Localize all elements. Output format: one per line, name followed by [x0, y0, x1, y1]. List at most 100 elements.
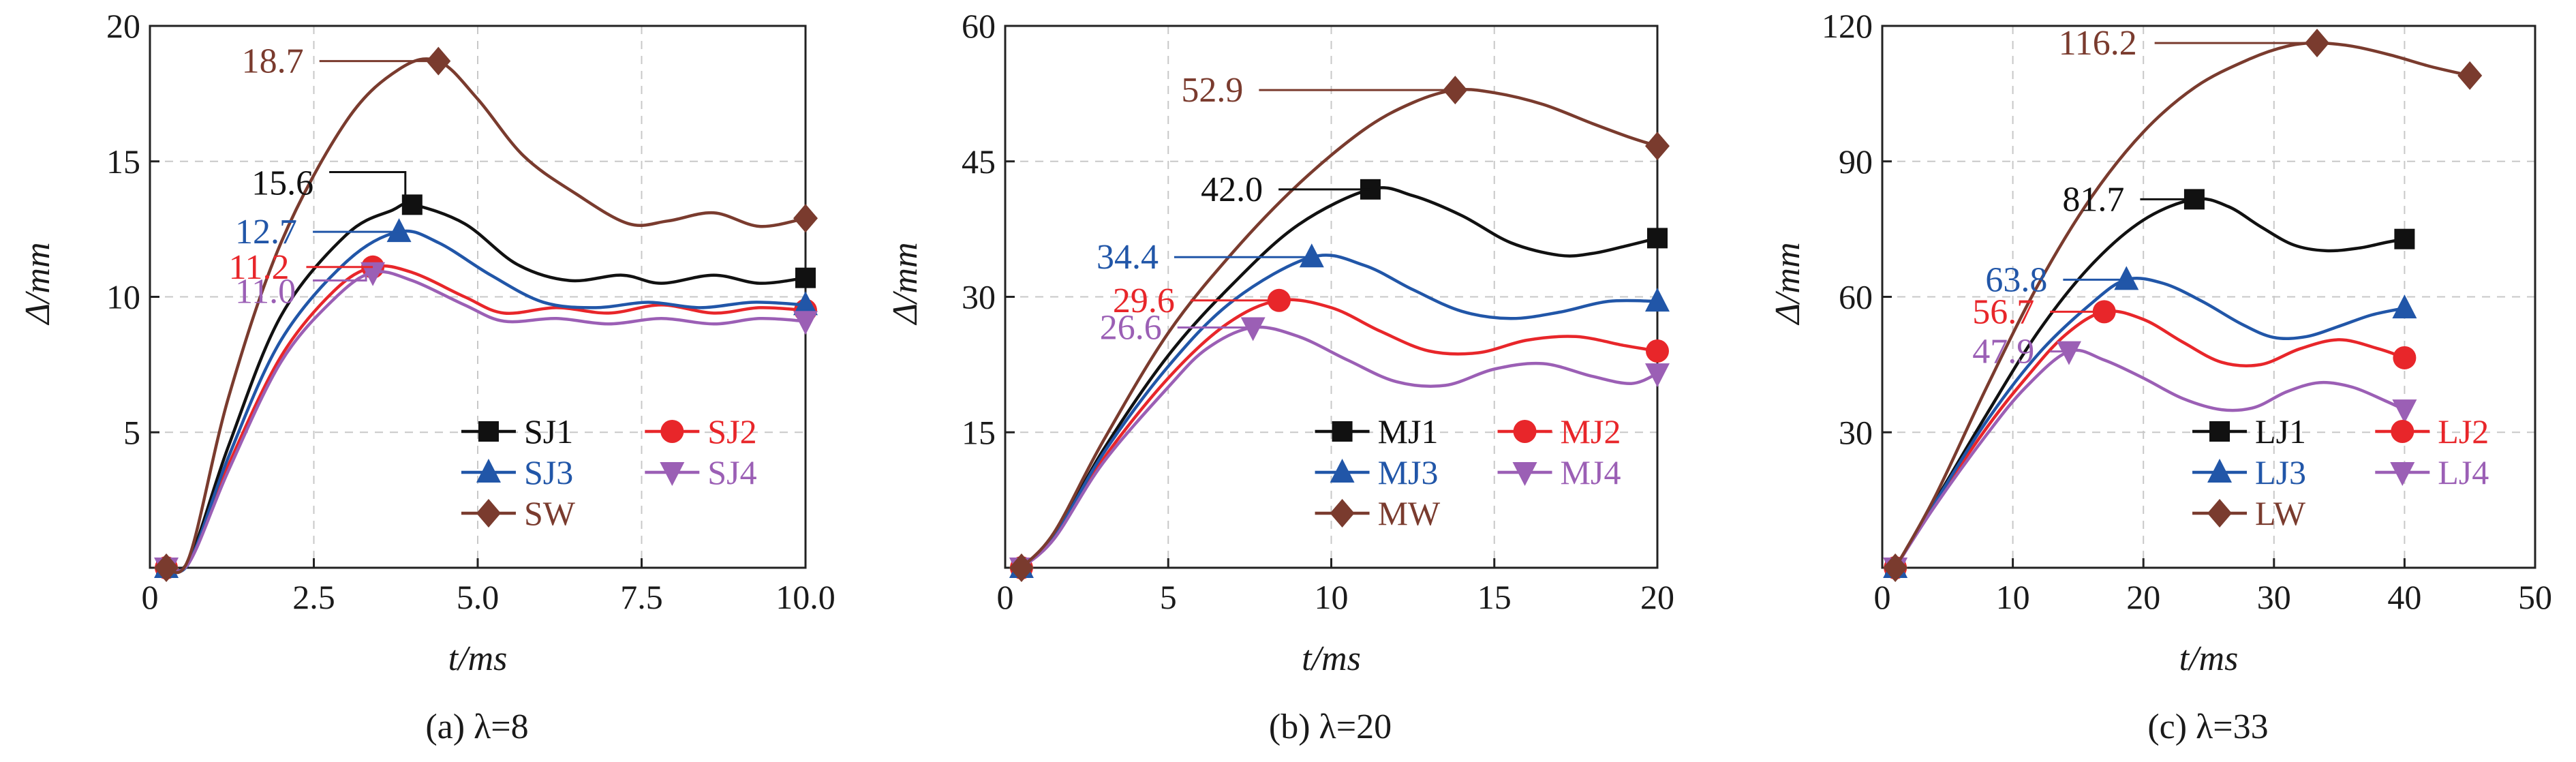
peak-label-MJ1: 42.0	[1201, 170, 1263, 209]
x-axis-label: t/ms	[2179, 639, 2239, 678]
legend-label-LJ3: LJ3	[2255, 453, 2306, 491]
data-point-SJ3	[386, 218, 412, 243]
peak-label-MW: 52.9	[1181, 71, 1243, 110]
legend-marker-SW	[476, 499, 501, 528]
y-tick-label: 120	[1822, 7, 1873, 45]
legend-marker-LJ3	[2207, 459, 2233, 483]
annotation-leader-SJ1	[329, 171, 407, 205]
panel-caption: (a) λ=8	[425, 707, 528, 746]
y-tick-label: 15	[962, 413, 996, 451]
x-tick-label: 0	[142, 578, 159, 616]
legend-label-MJ2: MJ2	[1561, 412, 1621, 451]
legend-marker-SJ4	[660, 462, 685, 486]
legend: MJ1 MJ2 MJ3 MJ4 MW	[1315, 412, 1621, 532]
legend-marker-MJ1	[1332, 421, 1353, 442]
series-line-SJ3	[166, 229, 806, 574]
legend-marker-MJ4	[1512, 462, 1537, 486]
peak-label-LJ1: 81.7	[2062, 180, 2124, 219]
data-point-LJ4	[2056, 341, 2081, 365]
peak-label-MJ4: 26.6	[1100, 309, 1162, 348]
legend-marker-LJ2	[2391, 420, 2414, 443]
data-point-MJ3	[1645, 288, 1670, 312]
legend-marker-MJ2	[1513, 420, 1537, 443]
y-tick-label: 5	[123, 413, 140, 451]
legend-marker-MW	[1330, 499, 1355, 528]
y-tick-label: 30	[962, 278, 996, 316]
data-point-LW	[2457, 61, 2483, 90]
legend-label-MJ1: MJ1	[1378, 412, 1439, 451]
x-axis-label: t/ms	[1302, 639, 1361, 678]
panel-caption: (c) λ=33	[2147, 707, 2268, 746]
legend-label-MJ4: MJ4	[1561, 453, 1621, 491]
legend-label-SJ2: SJ2	[707, 412, 756, 451]
data-point-SJ1	[795, 267, 816, 288]
legend-marker-SJ2	[660, 420, 684, 443]
y-tick-label: 45	[962, 142, 996, 181]
legend-label-SJ3: SJ3	[524, 453, 573, 491]
series-line-LJ4	[1894, 348, 2406, 569]
legend-label-SJ1: SJ1	[524, 412, 573, 451]
legend-label-MJ3: MJ3	[1378, 453, 1439, 491]
peak-label-SJ1: 15.6	[251, 164, 313, 203]
series-line-LJ3	[1894, 277, 2405, 569]
legend: LJ1 LJ2 LJ3 LJ4 LW	[2192, 412, 2489, 532]
x-tick-label: 20	[1640, 578, 1674, 616]
legend-label-SJ4: SJ4	[707, 453, 756, 491]
y-tick-label: 20	[106, 7, 140, 45]
legend-label-LJ4: LJ4	[2438, 453, 2489, 491]
peak-label-MJ3: 34.4	[1097, 238, 1159, 277]
panel-caption: (b) λ=20	[1269, 707, 1392, 746]
legend-marker-LJ4	[2390, 462, 2415, 486]
chart-panel-1: 0 2.5 5.0 7.5 10.0 5 10 15 20 t/ms Δ/mm (a) λ=8 18.7…	[18, 7, 835, 746]
data-point-LJ3	[2114, 266, 2139, 290]
x-tick-label: 5	[1160, 578, 1177, 616]
series-line-LJ2	[1894, 309, 2406, 569]
legend-label-LJ2: LJ2	[2438, 412, 2489, 451]
data-point-MJ2	[1646, 339, 1669, 363]
data-point-LJ3	[2392, 294, 2417, 319]
x-tick-label: 15	[1477, 578, 1512, 616]
peak-label-LJ3: 63.8	[1985, 260, 2047, 299]
peak-label-LW: 116.2	[2059, 24, 2137, 63]
y-tick-label: 15	[106, 142, 140, 181]
legend-marker-MJ3	[1330, 459, 1355, 483]
series-line-MW	[1020, 87, 1658, 569]
data-point-SJ3	[793, 291, 818, 316]
x-tick-label: 10	[1315, 578, 1349, 616]
peak-label-SJ3: 12.7	[235, 213, 297, 252]
legend-marker-LW	[2207, 499, 2233, 528]
data-point-SW	[154, 553, 179, 582]
y-tick-label: 90	[1839, 142, 1873, 181]
series-line-LJ1	[1894, 197, 2405, 569]
x-tick-label: 2.5	[292, 578, 335, 616]
series-line-LW	[1894, 41, 2470, 569]
y-tick-label: 30	[1839, 413, 1873, 451]
series-line-SJ1	[166, 202, 806, 573]
peak-label-MJ2: 29.6	[1113, 281, 1175, 320]
peak-label-SW: 18.7	[242, 42, 304, 81]
series-line-SJ4	[166, 270, 806, 573]
x-tick-label: 5.0	[457, 578, 500, 616]
legend: SJ1 SJ2 SJ3 SJ4 SW	[461, 412, 757, 532]
y-tick-label: 60	[962, 7, 996, 45]
legend-label-SW: SW	[524, 494, 576, 532]
x-tick-label: 7.5	[620, 578, 663, 616]
legend-label-LW: LW	[2255, 494, 2306, 532]
data-point-SW	[793, 204, 818, 233]
data-point-MW	[1009, 553, 1034, 582]
x-tick-label: 40	[2387, 578, 2421, 616]
annotation-leader-SJ4	[313, 272, 367, 282]
x-tick-label: 0	[997, 578, 1014, 616]
legend-marker-LJ1	[2209, 421, 2230, 442]
y-tick-label: 60	[1839, 278, 1873, 316]
series-line-MJ2	[1020, 298, 1658, 569]
data-point-MJ1	[1647, 228, 1668, 249]
legend-marker-SJ1	[478, 421, 499, 442]
x-tick-label: 0	[1874, 578, 1891, 616]
data-point-LJ2	[2393, 346, 2417, 369]
peak-label-LJ4: 47.9	[1972, 333, 2034, 371]
data-point-MJ4	[1240, 317, 1266, 341]
y-tick-label: 10	[106, 278, 140, 316]
